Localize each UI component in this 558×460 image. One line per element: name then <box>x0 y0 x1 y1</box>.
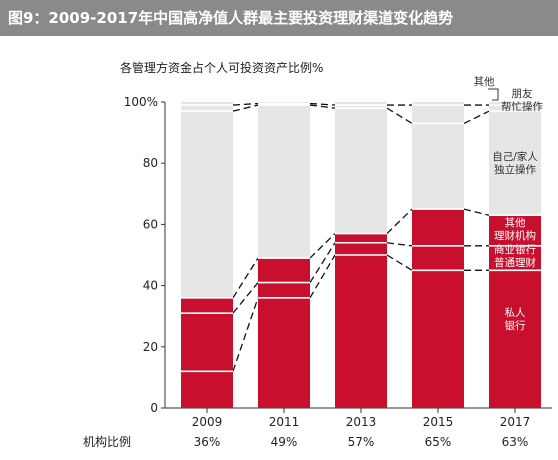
chart-title-banner: 图9：2009-2017年中国高净值人群最主要投资理财渠道变化趋势 <box>0 0 558 36</box>
connector-line <box>309 102 336 106</box>
bar-segment <box>412 105 464 124</box>
y-tick-label: 100% <box>124 95 158 109</box>
label-other: 其他 <box>474 75 495 88</box>
bar-segment <box>412 102 464 106</box>
bar-segment <box>258 282 310 298</box>
footer-value: 63% <box>502 435 529 449</box>
bar-segment <box>412 123 464 210</box>
bar-segment <box>258 297 310 408</box>
x-tick-label: 2013 <box>346 415 377 429</box>
bar-segment <box>489 270 541 408</box>
bar-segment <box>489 215 541 246</box>
x-tick-label: 2015 <box>423 415 454 429</box>
connector-line <box>232 104 259 112</box>
label-self-operation: 自己/家人独立操作 <box>492 150 538 176</box>
label-other-institutions: 其他理财机构 <box>494 216 536 242</box>
bar-segment <box>181 313 233 372</box>
bar-segment <box>412 245 464 271</box>
footer-value: 57% <box>348 435 375 449</box>
connector-line <box>386 254 413 271</box>
footer-label: 机构比例 <box>83 434 131 449</box>
bar-segment <box>412 209 464 246</box>
connector-line <box>386 208 413 235</box>
bar-segment <box>335 108 387 234</box>
bar-segment <box>335 102 387 106</box>
bar-segment <box>335 255 387 408</box>
label-friend-operation: 朋友帮忙操作 <box>501 87 543 113</box>
y-tick-label: 20 <box>143 340 158 354</box>
label-other-bracket <box>488 88 499 101</box>
label-private-bank: 私人银行 <box>505 307 526 332</box>
bar-segment <box>489 245 541 271</box>
connector-line <box>309 242 336 283</box>
connector-line <box>463 208 490 216</box>
y-tick-label: 60 <box>143 217 158 231</box>
bar-segment <box>489 111 541 216</box>
label-commercial-bank: 商业银行普通理财 <box>494 243 536 269</box>
footer-values: 36% 49% 57% 65% 63% <box>194 435 529 449</box>
bars <box>181 102 541 413</box>
bar-segment <box>181 297 233 314</box>
footer-value: 65% <box>425 435 452 449</box>
bar-segment <box>181 111 233 298</box>
connector-lines <box>232 102 490 372</box>
bar-segment <box>335 242 387 255</box>
x-tick-label: 2017 <box>500 415 531 429</box>
connector-line <box>386 242 413 247</box>
connector-line <box>309 104 336 109</box>
footer-value: 36% <box>194 435 221 449</box>
x-tick-label: 2011 <box>269 415 300 429</box>
connector-line <box>232 297 259 372</box>
x-tick-label: 2009 <box>192 415 223 429</box>
y-tick-label: 0 <box>150 401 158 415</box>
y-tick-label: 40 <box>143 279 158 293</box>
bar-segment <box>181 105 233 112</box>
bar-segment <box>181 371 233 408</box>
connector-line <box>232 282 259 314</box>
connector-line <box>309 233 336 259</box>
connector-line <box>386 107 413 124</box>
connector-line <box>232 102 259 106</box>
bar-segment <box>335 105 387 109</box>
bar-segment <box>489 102 541 106</box>
chart-subtitle: 各管理方资金占个人可投资资产比例% <box>120 60 323 75</box>
chart-title: 图9：2009-2017年中国高净值人群最主要投资理财渠道变化趋势 <box>8 9 454 27</box>
footer-value: 49% <box>271 435 298 449</box>
x-axis: 2009 2011 2013 2015 2017 <box>192 415 531 429</box>
connector-line <box>309 254 336 299</box>
bar-segment <box>335 233 387 243</box>
bar-segment <box>181 102 233 106</box>
y-tick-label: 80 <box>143 156 158 170</box>
connector-line <box>232 257 259 299</box>
bar-segment <box>258 105 310 259</box>
connector-line <box>463 110 490 125</box>
bar-segment <box>258 258 310 283</box>
bar-segment <box>412 270 464 408</box>
bar-segment <box>489 105 541 112</box>
